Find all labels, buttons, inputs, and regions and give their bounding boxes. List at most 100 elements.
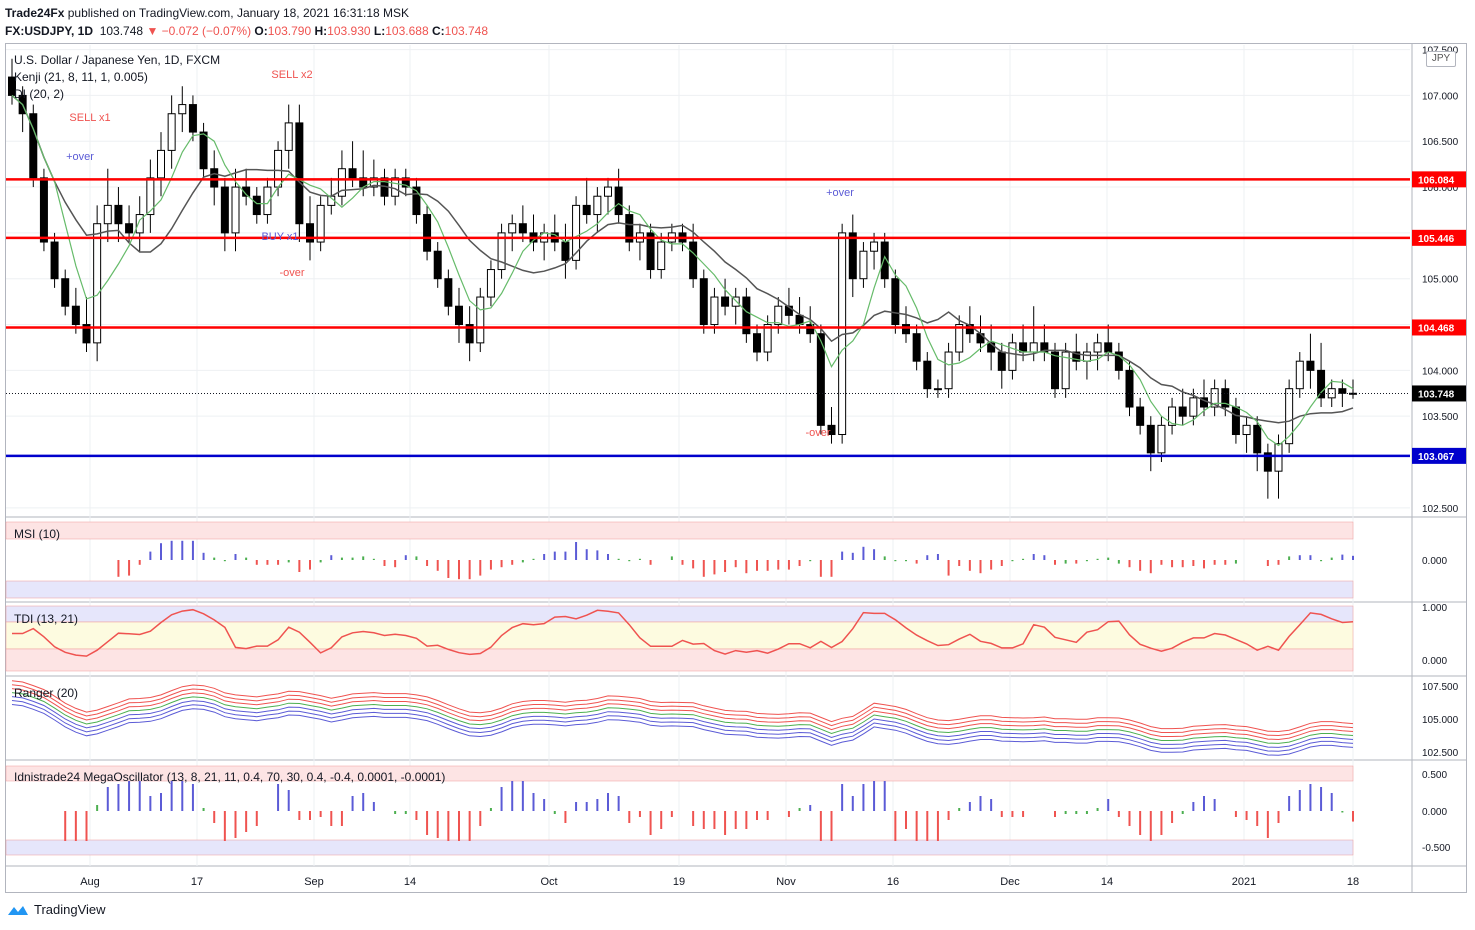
candle-body xyxy=(50,241,59,280)
candle-body xyxy=(61,278,70,307)
candle-body xyxy=(1242,424,1251,436)
candle-body xyxy=(29,113,38,179)
candle-body xyxy=(231,186,240,234)
x-tick-label: Nov xyxy=(776,876,796,888)
high-value: 103.930 xyxy=(327,24,371,38)
mega-upper-band xyxy=(5,765,1354,782)
chart-header: Trade24Fx published on TradingView.com, … xyxy=(5,4,488,40)
candle-body xyxy=(593,195,602,216)
candle-body xyxy=(476,296,485,344)
x-tick-label: 14 xyxy=(1101,876,1113,888)
price-tick-label: 105.000 xyxy=(1422,275,1459,286)
x-tick-label: 17 xyxy=(191,876,203,888)
x-tick-label: Oct xyxy=(540,876,557,888)
candle-body xyxy=(306,223,314,243)
currency-label[interactable]: JPY xyxy=(1426,51,1456,67)
candle-body xyxy=(508,223,517,234)
candle-body xyxy=(1125,369,1134,408)
candle-body xyxy=(1104,342,1113,353)
level-label: 106.084 xyxy=(1418,175,1455,186)
candle-body xyxy=(412,186,421,216)
candle-body xyxy=(1178,406,1187,417)
x-tick-label: Aug xyxy=(80,876,100,888)
mega-axis-label: -0.500 xyxy=(1422,843,1451,854)
price-tick-label: 107.000 xyxy=(1422,91,1459,102)
publisher-name[interactable]: Trade24Fx xyxy=(5,6,65,20)
candle-body xyxy=(763,324,772,353)
candle-body xyxy=(486,269,495,298)
x-tick-label: 18 xyxy=(1347,876,1359,888)
open-label: O: xyxy=(254,24,268,38)
candle-body xyxy=(316,204,325,243)
candle-body xyxy=(210,168,219,188)
candle-body xyxy=(902,324,910,335)
candle-body xyxy=(1317,369,1326,399)
candle-body xyxy=(125,223,134,234)
candle-body xyxy=(1263,452,1272,472)
candle-body xyxy=(465,324,474,344)
candle-body xyxy=(146,177,155,216)
signal-annotation: SELL x1 xyxy=(69,112,110,124)
mega-lower-band xyxy=(5,839,1354,856)
published-text: published on TradingView.com, January 18… xyxy=(67,6,410,20)
ranger-axis-label: 105.000 xyxy=(1422,715,1459,726)
open-value: 103.790 xyxy=(267,24,312,38)
legend-instrument[interactable]: U.S. Dollar / Japanese Yen, 1D, FXCM xyxy=(14,53,221,67)
candle-body xyxy=(114,204,123,225)
price-tick-label: 106.000 xyxy=(1422,183,1459,194)
mega-axis-label: 0.000 xyxy=(1422,807,1447,818)
candle-body xyxy=(135,214,144,234)
candle-body xyxy=(816,333,825,426)
legend-msi[interactable]: MSI (10) xyxy=(14,527,61,541)
tdi-mid-band xyxy=(5,621,1354,650)
legend-ranger[interactable]: Ranger (20) xyxy=(14,686,79,700)
mega-axis-label: 0.500 xyxy=(1422,770,1447,781)
candle-body xyxy=(199,131,208,170)
tdi-line xyxy=(12,608,1354,657)
legend-di[interactable]: DI (20, 2) xyxy=(14,87,65,101)
candle-body xyxy=(242,186,251,197)
level-label-bg xyxy=(1412,171,1466,188)
ranger-upper-line xyxy=(11,684,1354,737)
candle-body xyxy=(1295,360,1304,390)
tdi-lower-band xyxy=(5,648,1354,672)
candle-body xyxy=(1051,351,1059,390)
legend-tdi[interactable]: TDI (13, 21) xyxy=(14,612,79,626)
candle-body xyxy=(561,241,570,261)
level-label-bg xyxy=(1412,319,1466,336)
candle-body xyxy=(1338,388,1347,394)
signal-annotation: SELL x2 xyxy=(271,69,312,81)
candle-body xyxy=(1274,443,1283,472)
candle-body xyxy=(1285,388,1294,445)
candle-body xyxy=(444,278,453,307)
candle-body xyxy=(1146,424,1155,454)
candle-body xyxy=(1008,342,1017,371)
candle-body xyxy=(742,296,751,335)
level-label: 103.067 xyxy=(1418,452,1455,463)
level-label: 105.446 xyxy=(1418,234,1455,245)
candle-body xyxy=(614,186,623,216)
signal-annotation: +over xyxy=(66,151,94,163)
ranger-upper-line xyxy=(11,688,1354,741)
candle-body xyxy=(699,278,708,326)
high-label: H: xyxy=(314,24,328,38)
ranger-axis-label: 107.500 xyxy=(1422,682,1459,693)
last-price: 103.748 xyxy=(99,24,144,38)
candle-body xyxy=(93,223,102,344)
tdi-upper-band xyxy=(5,605,1354,623)
ranger-mid-line xyxy=(11,692,1354,744)
candle-body xyxy=(284,122,293,151)
legend-mega[interactable]: Idnistrade24 MegaOscillator (13, 8, 21, … xyxy=(14,770,446,784)
candle-body xyxy=(1306,360,1315,371)
candle-body xyxy=(103,204,112,225)
legend-kenji[interactable]: Kenji (21, 8, 11, 1, 0.005) xyxy=(14,70,148,84)
candle-body xyxy=(912,333,921,362)
footer-brand-text: TradingView xyxy=(34,902,106,917)
ranger-lower-line xyxy=(11,696,1354,748)
signal-annotation: BUY x1 xyxy=(261,231,298,243)
candle-body xyxy=(348,168,357,179)
candle-body xyxy=(859,250,868,280)
footer-brand[interactable]: TradingView xyxy=(6,902,106,917)
tdi-axis-label: 1.000 xyxy=(1422,603,1447,614)
